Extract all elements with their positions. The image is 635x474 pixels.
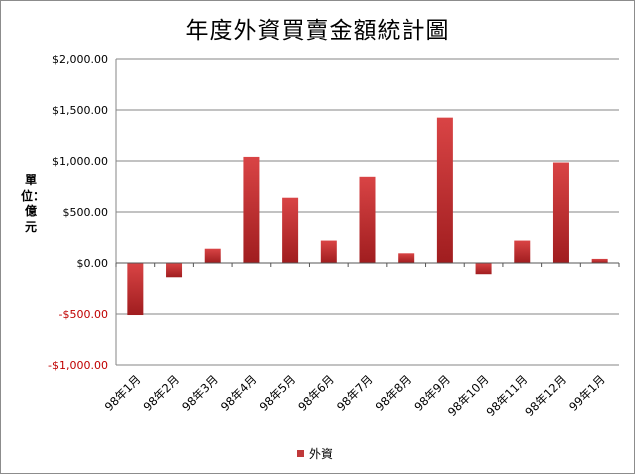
y-tick-label: $0.00	[77, 257, 109, 270]
y-tick-label: $1,500.00	[52, 104, 108, 117]
x-tick-label: 98年2月	[140, 372, 182, 414]
x-tick-label: 99年1月	[566, 372, 608, 414]
bar	[514, 240, 531, 263]
x-tick-label: 98年11月	[484, 372, 531, 419]
bar	[127, 263, 144, 316]
bar	[166, 263, 183, 278]
x-tick-label: 98年4月	[218, 372, 260, 414]
bar	[552, 162, 569, 263]
x-tick-label: 98年5月	[257, 372, 299, 414]
bar	[436, 117, 453, 264]
y-tick-label: $1,000.00	[52, 155, 108, 168]
legend: 外資	[297, 445, 333, 462]
bar	[243, 156, 260, 263]
bar	[282, 197, 299, 263]
x-tick-label: 98年12月	[522, 372, 569, 419]
y-tick-label: $500.00	[63, 206, 109, 219]
legend-swatch	[297, 450, 304, 457]
legend-label: 外資	[309, 447, 334, 461]
x-tick-label: 98年3月	[179, 372, 221, 414]
y-tick-label: $2,000.00	[52, 53, 108, 66]
bar	[204, 248, 221, 263]
y-tick-label: -$1,000.00	[48, 359, 108, 372]
bar	[591, 258, 608, 263]
bar	[398, 253, 415, 263]
bar	[359, 176, 376, 263]
x-tick-label: 98年7月	[334, 372, 376, 414]
bar	[320, 240, 337, 263]
x-tick-label: 98年1月	[102, 372, 144, 414]
y-tick-label: -$500.00	[59, 308, 108, 321]
chart-title: 年度外資買賣金額統計圖	[185, 18, 450, 44]
x-tick-label: 98年8月	[373, 372, 415, 414]
x-tick-label: 98年10月	[445, 372, 492, 419]
x-tick-label: 98年6月	[295, 372, 337, 414]
y-axis-label: 單位：億元	[21, 173, 46, 234]
bar	[475, 263, 492, 275]
